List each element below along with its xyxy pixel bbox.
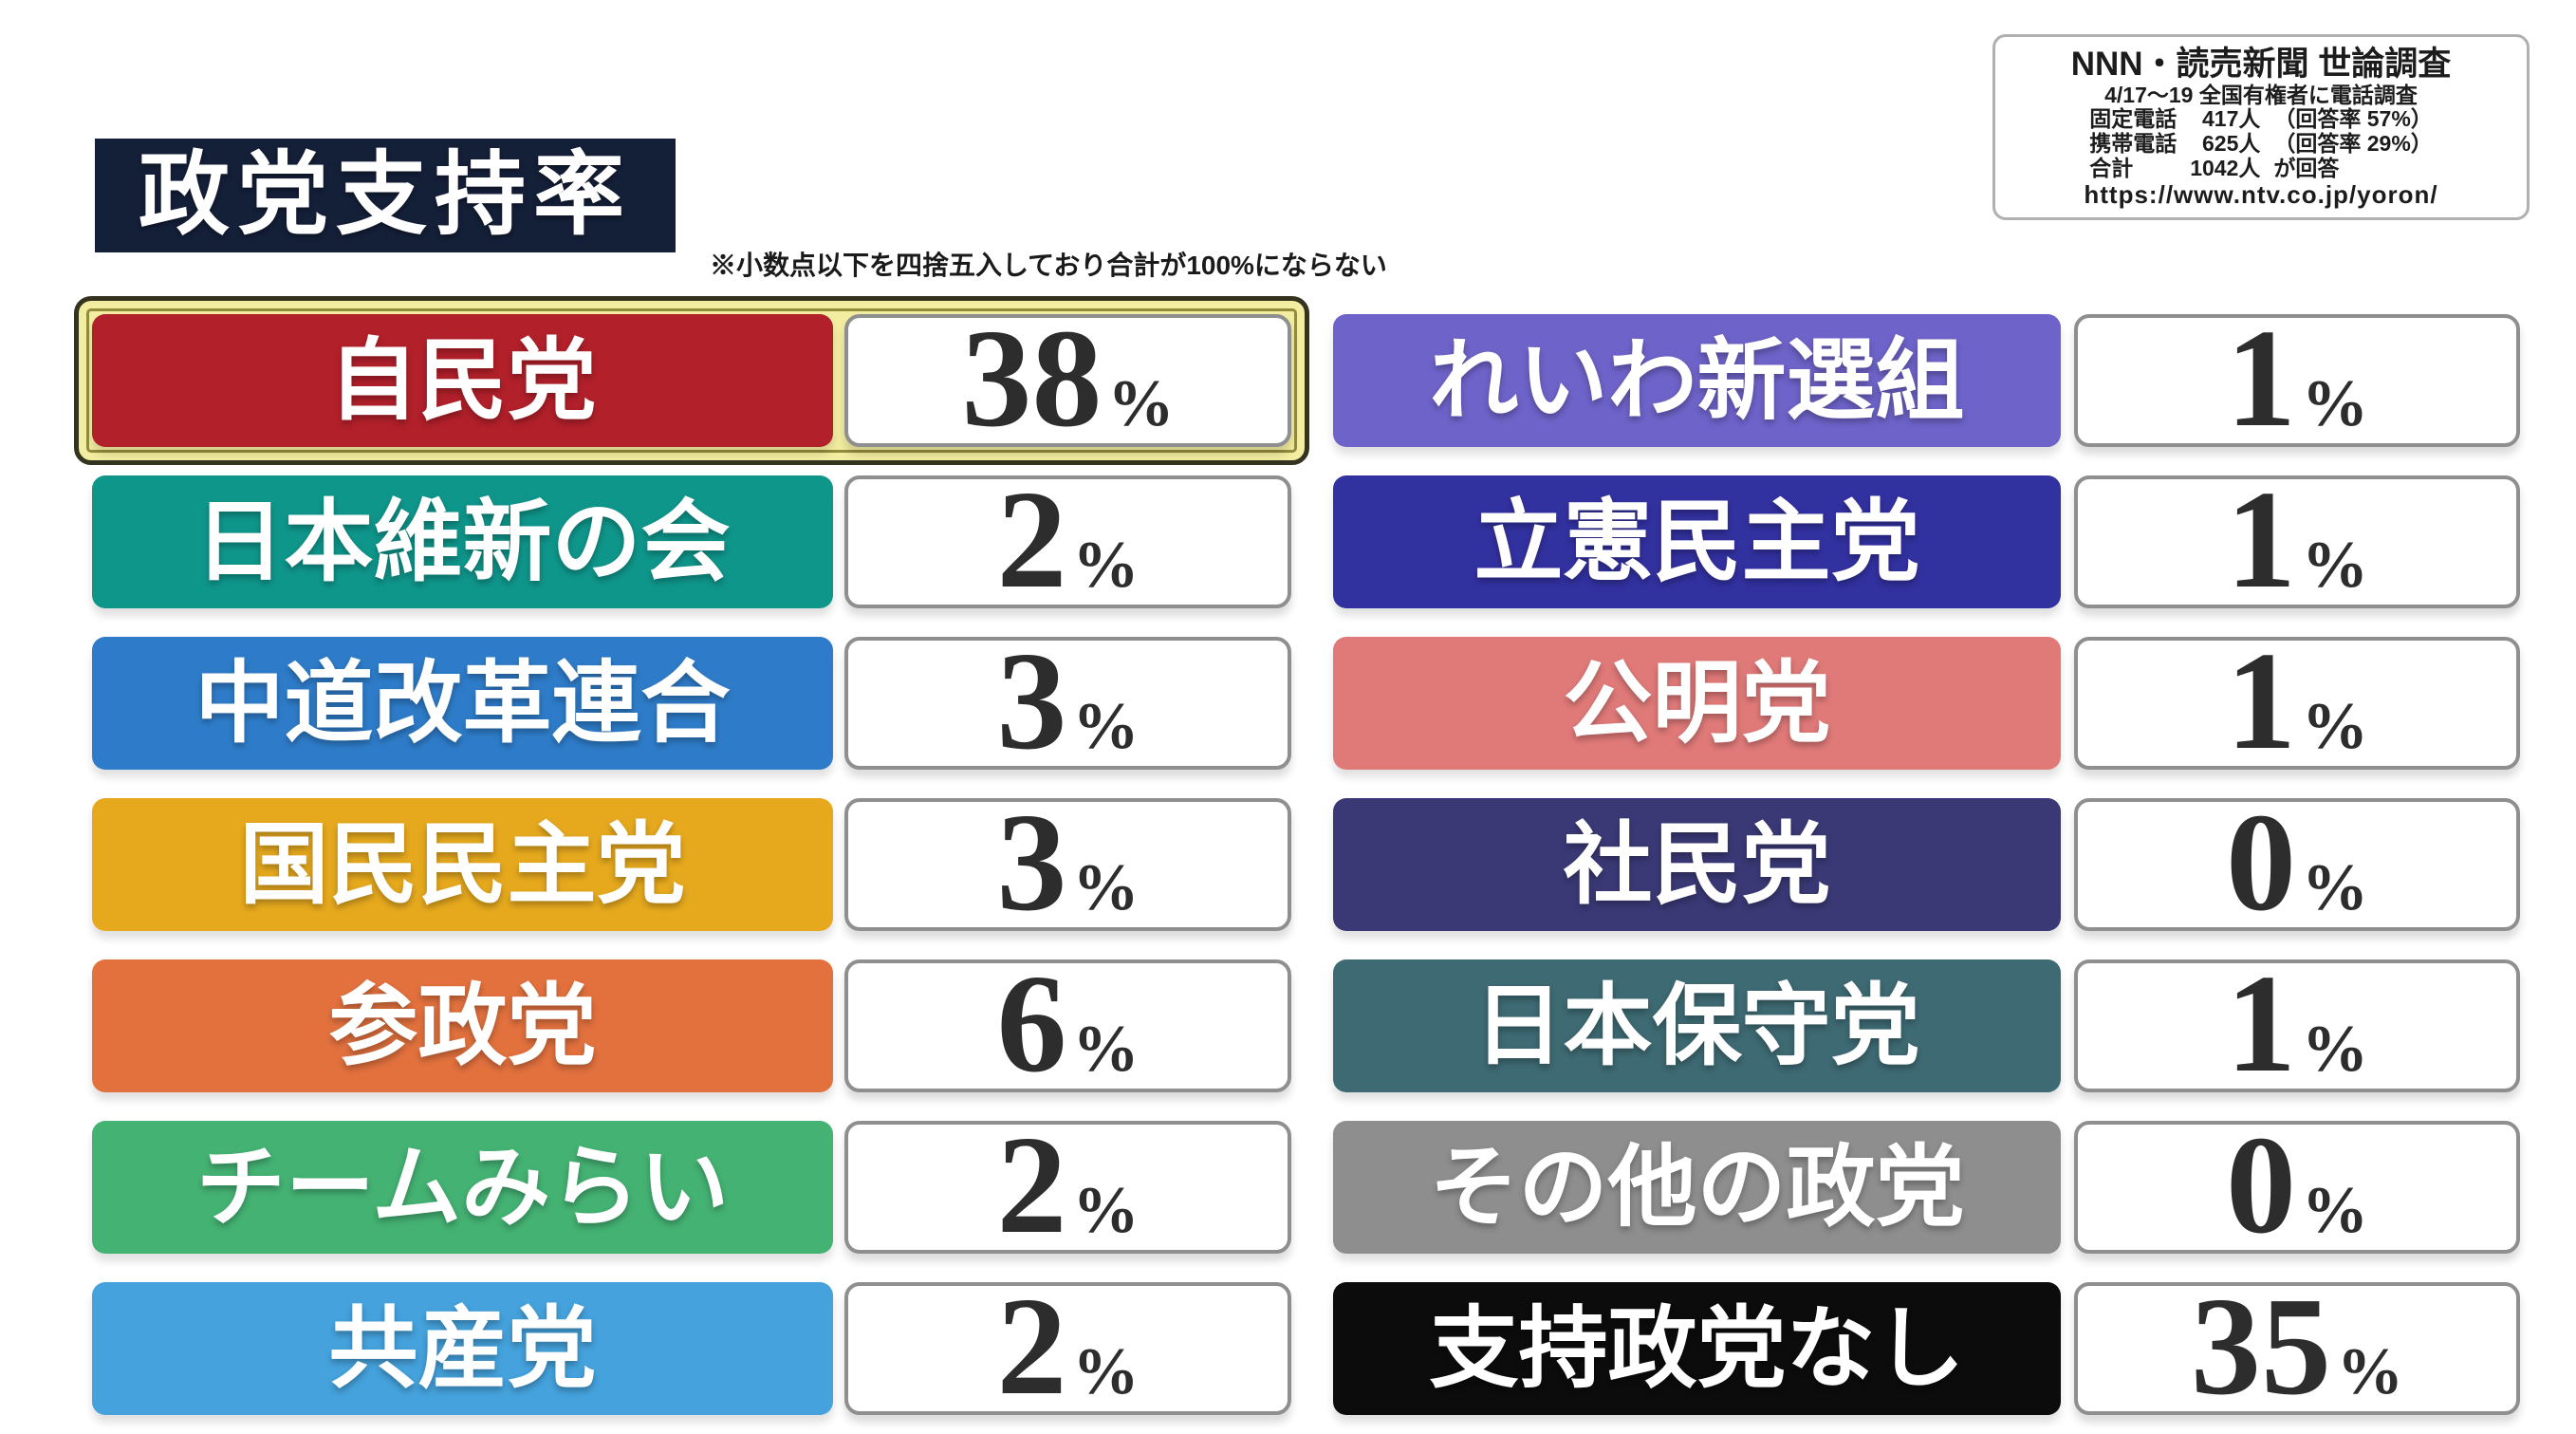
survey-subtitle: 4/17〜19 全国有権者に電話調査: [2104, 82, 2418, 107]
party-row: その他の政党 0 %: [1333, 1108, 2520, 1263]
party-name-label: 公明党: [1333, 637, 2061, 770]
party-percent-box: 1 %: [2074, 301, 2520, 456]
percent-number: 1: [2226, 301, 2296, 456]
party-name-label: 自民党: [92, 314, 833, 447]
party-row: 共産党 2 %: [92, 1269, 1291, 1425]
party-row: 立憲民主党 1 %: [1333, 462, 2520, 618]
party-row: れいわ新選組 1 %: [1333, 301, 2520, 456]
percent-number: 3: [996, 624, 1067, 779]
party-name-label: 共産党: [92, 1282, 833, 1415]
party-name-label: 国民民主党: [92, 798, 833, 931]
percent-number: 38: [961, 301, 1103, 456]
percent-number: 3: [996, 785, 1067, 940]
party-name-label: その他の政党: [1333, 1121, 2061, 1254]
party-percent-box: 38 %: [844, 301, 1291, 456]
percent-sign: %: [1072, 1174, 1140, 1247]
party-name-label: 支持政党なし: [1333, 1282, 2061, 1415]
party-row: 参政党 6 %: [92, 946, 1291, 1102]
percent-sign: %: [2302, 367, 2368, 440]
percent-number: 0: [2226, 785, 2296, 940]
page-title-text: 政党支持率: [139, 144, 632, 246]
party-percent-box: 1 %: [2074, 462, 2520, 618]
party-row: 日本維新の会 2 %: [92, 462, 1291, 618]
party-name-label: 参政党: [92, 959, 833, 1092]
stat-label: 固定電話: [2089, 106, 2178, 132]
percent-sign: %: [1107, 367, 1175, 440]
percent-number: 1: [2226, 946, 2296, 1102]
rounding-footnote: ※小数点以下を四捨五入しており合計が100%にならない: [710, 251, 1387, 280]
page-title: 政党支持率: [95, 139, 676, 252]
party-percent-box: 1 %: [2074, 624, 2520, 779]
party-row: 公明党 1 %: [1333, 624, 2520, 779]
stat-value: 625人: [2201, 130, 2261, 156]
survey-title: NNN・読売新聞 世論調査: [2070, 46, 2452, 83]
party-name-label: 日本維新の会: [92, 475, 833, 608]
party-name-label: チームみらい: [92, 1121, 833, 1254]
percent-sign: %: [1072, 529, 1140, 602]
percent-sign: %: [1072, 1335, 1140, 1408]
party-name-label: 日本保守党: [1333, 959, 2061, 1092]
percent-sign: %: [2302, 1013, 2368, 1086]
party-name-label: 社民党: [1333, 798, 2061, 931]
stat-note: （回答率 57%）: [2273, 106, 2433, 132]
party-row: 自民党 38 %: [74, 296, 1309, 465]
party-row: 中道改革連合 3 %: [92, 624, 1291, 779]
percent-sign: %: [2337, 1335, 2403, 1408]
stat-value: 417人: [2201, 106, 2261, 132]
percent-number: 2: [996, 1269, 1067, 1425]
stat-label: 合計: [2089, 155, 2134, 180]
percent-sign: %: [1072, 1013, 1140, 1086]
party-percent-box: 2 %: [844, 1269, 1291, 1425]
percent-number: 6: [996, 946, 1067, 1102]
percent-sign: %: [1072, 690, 1140, 763]
party-name-label: れいわ新選組: [1333, 314, 2061, 447]
party-percent-box: 3 %: [844, 785, 1291, 940]
party-column-left: 自民党 38 % 日本維新の会 2 % 中道改革連合 3 % 国民民主党 3 %…: [74, 296, 1309, 1425]
party-row: チームみらい 2 %: [92, 1108, 1291, 1263]
percent-number: 1: [2226, 624, 2296, 779]
party-name-label: 立憲民主党: [1333, 475, 2061, 608]
party-row: 社民党 0 %: [1333, 785, 2520, 940]
party-name-label: 中道改革連合: [92, 637, 833, 770]
party-column-right: れいわ新選組 1 % 立憲民主党 1 % 公明党 1 % 社民党 0 % 日本保…: [1333, 301, 2520, 1425]
percent-sign: %: [2302, 690, 2368, 763]
survey-url: https://www.ntv.co.jp/yoron/: [2084, 180, 2438, 210]
party-percent-box: 6 %: [844, 946, 1291, 1102]
percent-number: 0: [2226, 1108, 2296, 1263]
survey-info-box: NNN・読売新聞 世論調査 4/17〜19 全国有権者に電話調査 固定電話 41…: [1992, 34, 2530, 221]
percent-number: 2: [996, 1108, 1067, 1263]
percent-number: 1: [2226, 462, 2296, 618]
percent-number: 2: [996, 462, 1067, 618]
stat-note: （回答率 29%）: [2273, 130, 2433, 156]
percent-sign: %: [2302, 851, 2368, 924]
party-percent-box: 2 %: [844, 1108, 1291, 1263]
party-row: 支持政党なし 35 %: [1333, 1269, 2520, 1425]
party-row: 国民民主党 3 %: [92, 785, 1291, 940]
survey-stats: 固定電話 417人 （回答率 57%） 携帯電話 625人 （回答率 29%） …: [2003, 106, 2519, 180]
percent-sign: %: [2302, 1174, 2368, 1247]
party-percent-box: 0 %: [2074, 785, 2520, 940]
stat-label: 携帯電話: [2089, 130, 2178, 156]
party-percent-box: 1 %: [2074, 946, 2520, 1102]
party-row: 日本保守党 1 %: [1333, 946, 2520, 1102]
stat-value: 1042人: [2190, 155, 2261, 180]
percent-number: 35: [2191, 1269, 2331, 1425]
party-percent-box: 3 %: [844, 624, 1291, 779]
stat-note: が回答: [2273, 155, 2340, 180]
party-percent-box: 2 %: [844, 462, 1291, 618]
percent-sign: %: [2302, 529, 2368, 602]
party-percent-box: 0 %: [2074, 1108, 2520, 1263]
party-percent-box: 35 %: [2074, 1269, 2520, 1425]
percent-sign: %: [1072, 851, 1140, 924]
